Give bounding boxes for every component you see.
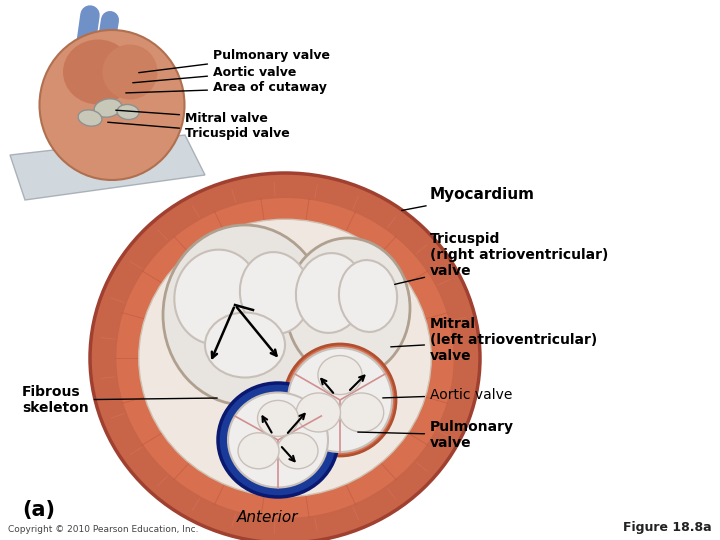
Text: Myocardium: Myocardium — [402, 187, 535, 211]
Ellipse shape — [294, 371, 346, 409]
Ellipse shape — [78, 110, 102, 126]
Ellipse shape — [102, 44, 158, 99]
Ellipse shape — [284, 344, 396, 456]
Text: Pulmonary valve: Pulmonary valve — [139, 50, 330, 73]
Ellipse shape — [139, 219, 431, 497]
Ellipse shape — [218, 383, 338, 497]
Ellipse shape — [163, 225, 327, 405]
Text: Mitral valve: Mitral valve — [116, 110, 268, 125]
Ellipse shape — [340, 393, 384, 432]
Ellipse shape — [339, 260, 397, 332]
Text: Area of cutaway: Area of cutaway — [126, 82, 327, 94]
Text: Mitral
(left atrioventricular)
valve: Mitral (left atrioventricular) valve — [391, 317, 598, 363]
Ellipse shape — [40, 30, 184, 180]
Text: Copyright © 2010 Pearson Education, Inc.: Copyright © 2010 Pearson Education, Inc. — [8, 525, 199, 534]
Ellipse shape — [115, 197, 454, 519]
Ellipse shape — [117, 104, 139, 119]
Ellipse shape — [63, 39, 133, 105]
Text: Pulmonary
valve: Pulmonary valve — [358, 420, 514, 450]
Ellipse shape — [205, 313, 285, 377]
Ellipse shape — [228, 393, 328, 488]
Text: Tricuspid valve: Tricuspid valve — [108, 122, 289, 139]
Ellipse shape — [238, 433, 279, 469]
Ellipse shape — [258, 400, 299, 436]
Text: (a): (a) — [22, 500, 55, 520]
Text: Tricuspid
(right atrioventricular)
valve: Tricuspid (right atrioventricular) valve — [395, 232, 608, 285]
Polygon shape — [10, 135, 205, 200]
Ellipse shape — [288, 348, 392, 452]
Ellipse shape — [94, 99, 122, 117]
Ellipse shape — [297, 393, 341, 432]
Text: Aortic valve: Aortic valve — [132, 65, 297, 83]
Ellipse shape — [296, 253, 364, 333]
Ellipse shape — [286, 238, 410, 378]
Text: Fibrous
skeleton: Fibrous skeleton — [22, 385, 217, 415]
Text: Figure 18.8a: Figure 18.8a — [624, 521, 712, 534]
Text: Aortic valve: Aortic valve — [383, 388, 513, 402]
Text: Anterior: Anterior — [238, 510, 299, 525]
Ellipse shape — [240, 252, 310, 334]
Ellipse shape — [318, 355, 362, 395]
Ellipse shape — [277, 433, 318, 469]
Ellipse shape — [90, 173, 480, 540]
Ellipse shape — [174, 249, 260, 345]
